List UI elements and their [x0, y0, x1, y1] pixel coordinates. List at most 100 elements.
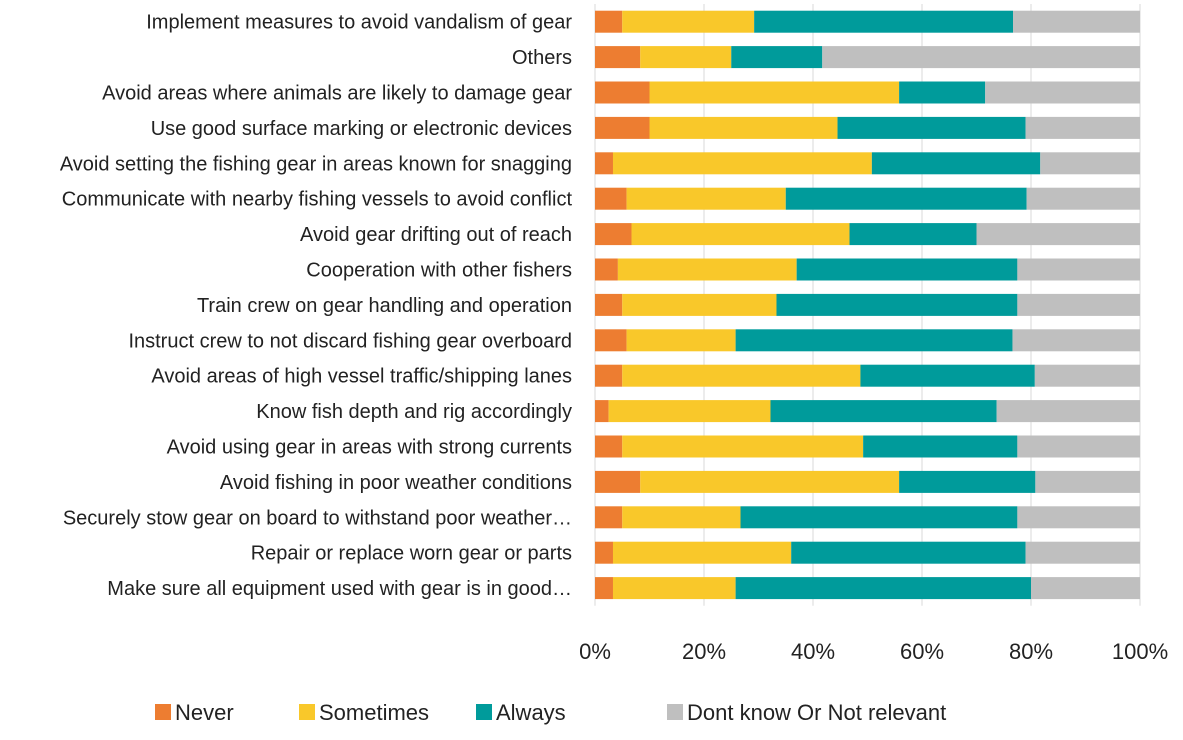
bar-segment-always [735, 329, 1013, 352]
legend-swatch [155, 704, 171, 720]
category-label: Instruct crew to not discard fishing gea… [128, 330, 572, 352]
legend-label: Dont know Or Not relevant [687, 700, 946, 725]
category-label: Make sure all equipment used with gear i… [107, 578, 572, 600]
category-label: Avoid gear drifting out of reach [300, 224, 572, 246]
bar-segment-never [595, 293, 623, 316]
bar-segment-always [776, 293, 1018, 316]
category-label: Others [512, 47, 572, 69]
category-label: Avoid setting the fishing gear in areas … [60, 153, 572, 175]
legend-label: Always [496, 700, 566, 725]
bar-segment-dont-know-or-not-relevant [1025, 541, 1140, 564]
bar-segment-never [595, 329, 627, 352]
legend-swatch [299, 704, 315, 720]
bar-segment-always [740, 506, 1018, 529]
bar-segment-always [754, 10, 1014, 33]
category-label: Avoid fishing in poor weather conditions [220, 472, 572, 494]
legend-label: Never [175, 700, 234, 725]
bar-segment-sometimes [626, 187, 786, 210]
bars [595, 10, 1140, 600]
bar-segment-dont-know-or-not-relevant [1012, 329, 1140, 352]
x-tick-label: 20% [682, 639, 726, 664]
bar-segment-never [595, 152, 613, 175]
bar-segment-always [791, 541, 1026, 564]
bar-segment-dont-know-or-not-relevant [985, 81, 1140, 104]
bar-segment-dont-know-or-not-relevant [1034, 364, 1140, 387]
bar-segment-dont-know-or-not-relevant [1017, 506, 1140, 529]
bar-segment-always [731, 46, 823, 69]
bar-segment-dont-know-or-not-relevant [1017, 435, 1140, 458]
bar-segment-never [595, 400, 609, 423]
category-label: Train crew on gear handling and operatio… [197, 295, 572, 317]
bar-segment-never [595, 470, 641, 493]
bar-segment-always [899, 470, 1036, 493]
bar-segment-sometimes [622, 435, 864, 458]
bar-segment-never [595, 435, 623, 458]
bar-segment-never [595, 258, 618, 281]
bar-segment-sometimes [622, 364, 861, 387]
bar-segment-dont-know-or-not-relevant [1040, 152, 1140, 175]
bar-segment-sometimes [617, 258, 797, 281]
bar-segment-always [785, 187, 1027, 210]
legend-label: Sometimes [319, 700, 429, 725]
x-tick-label: 80% [1009, 639, 1053, 664]
bar-segment-sometimes [640, 46, 732, 69]
bar-segment-never [595, 187, 627, 210]
x-tick-label: 60% [900, 639, 944, 664]
bar-segment-sometimes [608, 400, 771, 423]
legend-swatch [667, 704, 683, 720]
bar-segment-never [595, 577, 613, 600]
category-label: Securely stow gear on board to withstand… [63, 507, 572, 529]
legend-swatch [476, 704, 492, 720]
bar-segment-dont-know-or-not-relevant [1035, 470, 1140, 493]
bar-segment-dont-know-or-not-relevant [1026, 187, 1140, 210]
bar-segment-dont-know-or-not-relevant [1013, 10, 1140, 33]
category-label: Avoid areas where animals are likely to … [102, 83, 572, 105]
legend: Never Sometimes Always Dont know Or Not rel… [155, 700, 946, 725]
bar-segment-dont-know-or-not-relevant [822, 46, 1140, 69]
bar-segment-always [837, 116, 1026, 139]
x-tick-label: 40% [791, 639, 835, 664]
bar-segment-always [863, 435, 1018, 458]
bar-segment-dont-know-or-not-relevant [996, 400, 1140, 423]
bar-segment-never [595, 116, 650, 139]
bar-segment-sometimes [622, 506, 741, 529]
bar-segment-sometimes [622, 10, 755, 33]
bar-segment-always [735, 577, 1031, 600]
bar-segment-always [770, 400, 997, 423]
bar-segment-never [595, 364, 623, 387]
bar-segment-sometimes [649, 81, 900, 104]
bar-segment-never [595, 81, 650, 104]
bar-segment-never [595, 46, 641, 69]
category-label: Know fish depth and rig accordingly [256, 401, 572, 423]
x-tick-label: 100% [1112, 639, 1168, 664]
category-labels: Implement measures to avoid vandalism of… [60, 12, 573, 600]
bar-segment-dont-know-or-not-relevant [1025, 116, 1140, 139]
bar-segment-sometimes [622, 293, 777, 316]
bar-segment-always [871, 152, 1041, 175]
bar-segment-dont-know-or-not-relevant [976, 223, 1140, 246]
bar-segment-dont-know-or-not-relevant [1017, 258, 1140, 281]
category-label: Implement measures to avoid vandalism of… [146, 12, 572, 34]
bar-segment-never [595, 541, 613, 564]
category-label: Avoid areas of high vessel traffic/shipp… [151, 366, 572, 388]
category-label: Use good surface marking or electronic d… [151, 118, 572, 140]
bar-segment-sometimes [631, 223, 850, 246]
bar-segment-always [860, 364, 1035, 387]
bar-segment-sometimes [612, 152, 872, 175]
category-label: Communicate with nearby fishing vessels … [62, 189, 573, 211]
bar-segment-never [595, 10, 623, 33]
bar-segment-sometimes [612, 541, 792, 564]
bar-segment-always [899, 81, 986, 104]
bar-segment-always [796, 258, 1018, 281]
bar-segment-sometimes [640, 470, 900, 493]
category-label: Repair or replace worn gear or parts [251, 543, 572, 565]
x-tick-label: 0% [579, 639, 611, 664]
bar-segment-dont-know-or-not-relevant [1031, 577, 1140, 600]
x-axis-ticks: 0% 20% 40% 60% 80% 100% [579, 639, 1168, 664]
bar-segment-sometimes [612, 577, 736, 600]
bar-segment-sometimes [649, 116, 838, 139]
bar-segment-never [595, 506, 623, 529]
category-label: Cooperation with other fishers [306, 260, 572, 282]
